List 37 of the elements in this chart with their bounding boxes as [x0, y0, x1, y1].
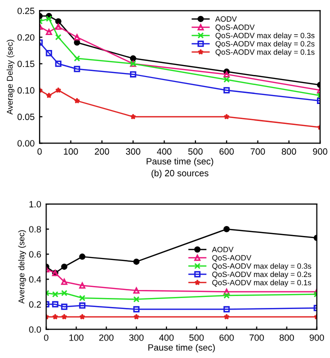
x-tick-label: 300 — [129, 334, 144, 341]
y-tick-label: 0.10 — [18, 87, 34, 94]
x-tick-label: 0 — [37, 148, 42, 155]
x-axis-title: Pause time (sec) — [148, 344, 215, 352]
y-tick-label: 0.2 — [29, 301, 41, 308]
y-tick-label: 0.00 — [18, 140, 34, 147]
x-tick-label: 100 — [69, 334, 84, 341]
x-tick-label: 200 — [94, 148, 110, 155]
x-tick-label: 900 — [310, 334, 324, 341]
x-tick-label: 600 — [220, 334, 234, 341]
y-tick-label: 0.25 — [18, 8, 34, 14]
y-tick-label: 1.0 — [29, 201, 41, 208]
x-tick-label: 600 — [220, 148, 234, 155]
y-tick-label: 0.6 — [29, 251, 41, 258]
y-tick-label: 0.4 — [29, 276, 42, 283]
x-tick-label: 500 — [189, 334, 204, 341]
x-tick-label: 0 — [44, 334, 48, 341]
y-tick-label: 0.8 — [29, 226, 41, 232]
text: (b) 20 sources — [152, 170, 208, 178]
y-tick-label: 0.15 — [18, 60, 34, 68]
x-tick-label: 800 — [282, 148, 296, 155]
x-axis-title: Pause time (sec) — [146, 158, 214, 166]
y-axis-title: Average delay (sec) — [18, 230, 26, 304]
x-tick-label: 800 — [280, 334, 294, 341]
x-tick-label: 700 — [250, 334, 264, 341]
y-tick-label: 0.0 — [29, 326, 41, 333]
y-axis-title: Average Delay (sec) — [6, 40, 14, 115]
x-tick-label: 900 — [312, 148, 328, 155]
x-tick-label: 400 — [159, 334, 174, 341]
x-tick-label: 300 — [126, 148, 140, 155]
y-tick-label: 0.05 — [18, 114, 34, 120]
x-tick-label: 500 — [188, 148, 203, 155]
x-tick-label: 200 — [99, 334, 114, 341]
y-tick-label: 0.20 — [18, 34, 34, 41]
x-tick-label: 700 — [250, 148, 265, 155]
x-tick-label: 400 — [156, 148, 172, 155]
x-tick-label: 100 — [64, 148, 78, 155]
